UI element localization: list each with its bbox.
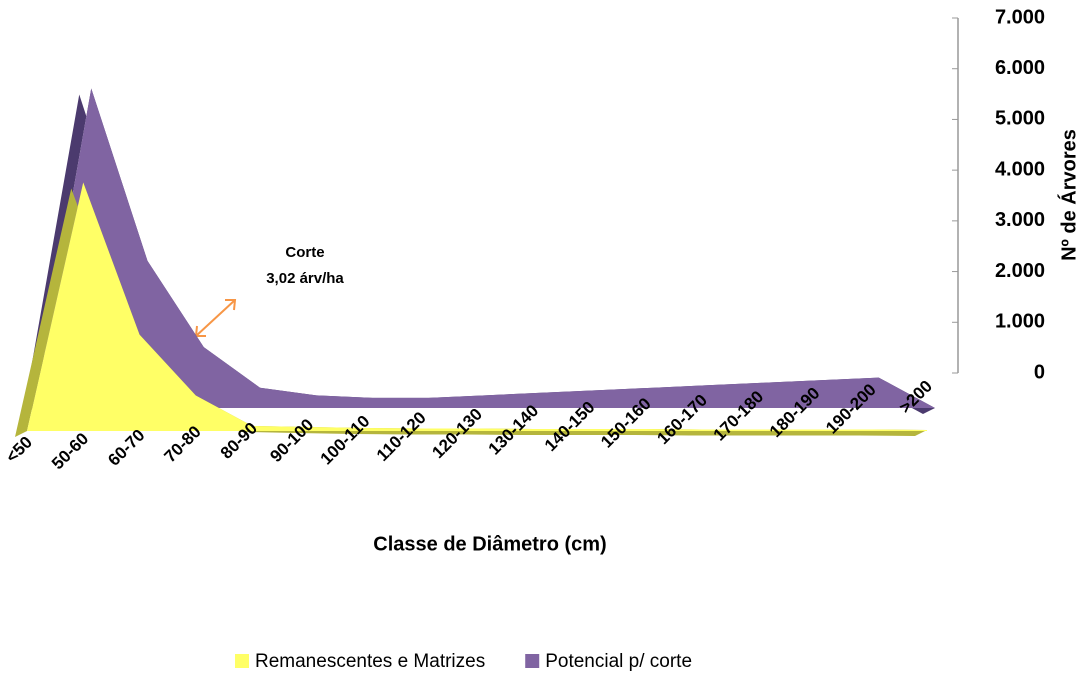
y-axis-title: Nº de Árvores	[1057, 129, 1080, 261]
double-arrow	[194, 299, 237, 337]
x-axis-title: Classe de Diâmetro (cm)	[373, 533, 606, 555]
x-tick-label: 90-100	[266, 415, 317, 466]
y-tick-label: 5.000	[995, 108, 1045, 130]
series	[15, 182, 927, 437]
area	[35, 88, 935, 408]
y-tick-label: 3.000	[995, 209, 1045, 231]
legend-label: Remanescentes e Matrizes	[255, 651, 485, 672]
x-tick-label: 100-110	[317, 412, 374, 469]
y-tick-label: 4.000	[995, 158, 1045, 180]
x-tick-label: 110-120	[373, 408, 430, 465]
x-tick-label: <50	[2, 433, 36, 467]
legend-swatch	[525, 654, 540, 668]
y-tick-label: 1.000	[995, 311, 1045, 333]
annotation: Corte	[285, 244, 324, 261]
y-tick-label: 0	[1034, 361, 1045, 383]
x-tick-label: >200	[895, 377, 936, 418]
legend-label: Potencial p/ corte	[545, 651, 692, 672]
annotation: 3,02 árv/ha	[266, 270, 344, 287]
y-tick-label: 6.000	[995, 57, 1045, 79]
legend-swatch	[235, 654, 249, 668]
x-tick-label: 50-60	[48, 429, 92, 473]
y-tick-label: 2.000	[995, 260, 1045, 282]
y-tick-label: 7.000	[995, 6, 1045, 28]
x-tick-label: 60-70	[104, 426, 148, 470]
area	[27, 182, 927, 431]
